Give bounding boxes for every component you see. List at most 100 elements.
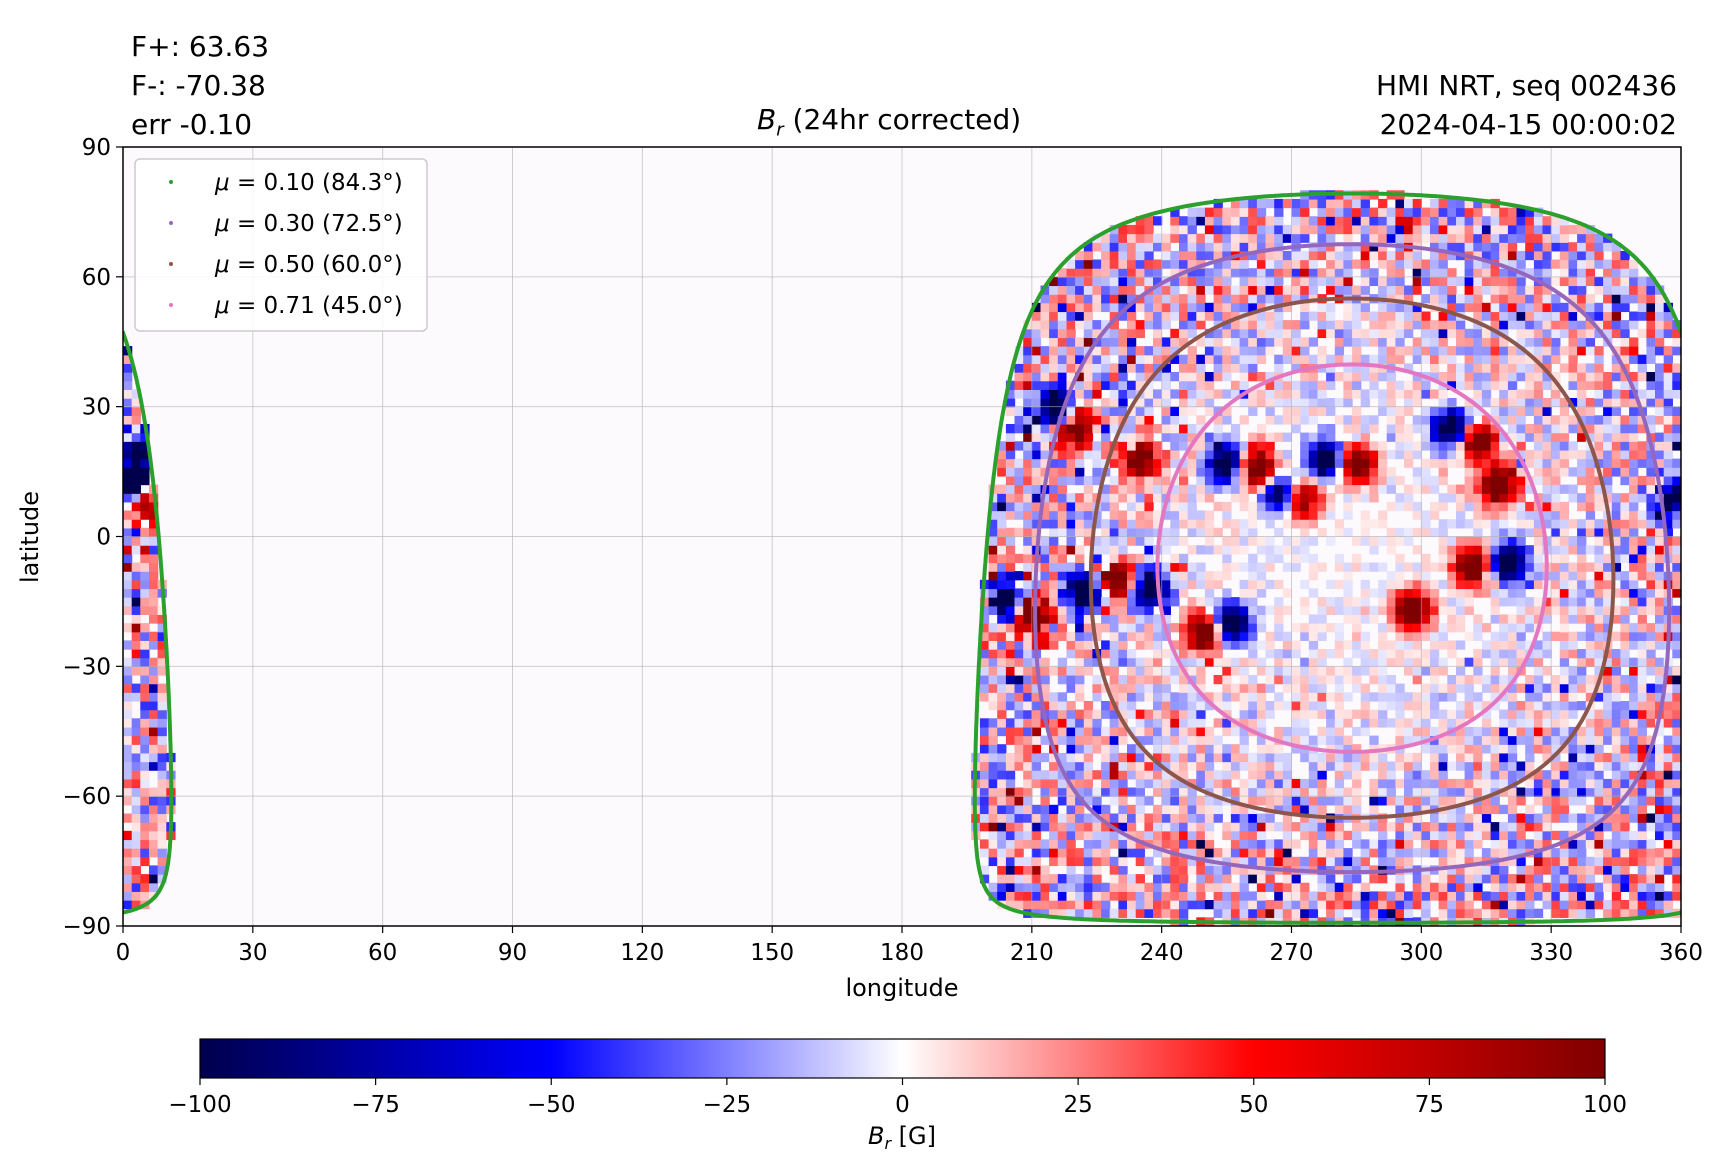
field-cell [1118, 683, 1128, 693]
field-cell [1213, 233, 1223, 243]
field-cell [1075, 302, 1085, 313]
field-cell [1109, 571, 1119, 581]
field-cell [1256, 510, 1267, 520]
field-cell [1490, 354, 1500, 364]
field-cell [1308, 623, 1319, 633]
stat-flux-positive: F+: 63.63 [131, 30, 270, 63]
field-cell [1360, 701, 1370, 711]
field-cell [1438, 631, 1448, 641]
field-cell [1464, 441, 1474, 451]
field-cell [123, 424, 133, 434]
field-cell [1481, 311, 1492, 321]
field-cell [1499, 752, 1509, 763]
field-cell [1317, 683, 1327, 693]
field-cell [1438, 536, 1448, 546]
field-cell [1525, 735, 1535, 745]
field-cell [1222, 588, 1232, 598]
field-cell [1507, 259, 1518, 269]
field-cell [1282, 285, 1293, 295]
field-cell [1360, 856, 1370, 867]
field-cell [1551, 449, 1561, 460]
field-cell [1204, 207, 1215, 217]
field-cell [1473, 233, 1483, 243]
field-cell [1438, 908, 1448, 918]
field-cell [1118, 250, 1128, 261]
field-cell [1222, 761, 1232, 771]
field-cell [1049, 372, 1059, 382]
field-cell [1456, 726, 1466, 737]
field-cell [1230, 614, 1241, 624]
field-cell [1179, 839, 1189, 849]
field-cell [1265, 761, 1275, 771]
field-cell [1430, 276, 1440, 287]
field-cell [1127, 302, 1137, 313]
field-cell [997, 449, 1007, 460]
field-cell [1499, 579, 1509, 590]
field-cell [1109, 813, 1119, 823]
field-cell [1447, 354, 1457, 364]
field-cell [1577, 813, 1587, 823]
field-cell [1014, 415, 1024, 425]
field-cell [1300, 432, 1310, 442]
field-cell [1248, 804, 1258, 815]
field-cell [1291, 294, 1301, 304]
field-cell [1161, 536, 1171, 546]
field-cell [1222, 224, 1232, 235]
field-cell [1014, 830, 1024, 841]
field-cell [1291, 363, 1301, 373]
field-cell [1533, 527, 1544, 538]
field-cell [1395, 657, 1405, 667]
field-cell [1559, 900, 1570, 910]
field-cell [1031, 311, 1042, 321]
field-cell [1421, 631, 1431, 641]
field-cell [1075, 259, 1085, 269]
field-cell [1291, 891, 1301, 901]
field-cell [1334, 216, 1345, 226]
field-cell [1559, 302, 1570, 313]
field-cell [1447, 787, 1457, 797]
field-cell [1075, 675, 1085, 685]
field-cell [1412, 631, 1422, 641]
field-cell [131, 787, 141, 797]
field-cell [1187, 294, 1197, 304]
field-cell [1464, 285, 1474, 295]
field-cell [1343, 207, 1353, 217]
field-cell [1092, 449, 1102, 460]
field-cell [1481, 709, 1492, 719]
field-cell [1049, 346, 1059, 356]
field-cell [1551, 605, 1561, 615]
field-cell [1187, 406, 1197, 416]
field-cell [1343, 709, 1353, 719]
field-cell [1352, 787, 1362, 797]
field-cell [1464, 493, 1474, 503]
field-cell [123, 467, 133, 477]
field-cell [1559, 398, 1570, 408]
field-cell [1153, 778, 1163, 789]
field-cell [1404, 501, 1414, 512]
field-cell [123, 848, 133, 858]
field-cell [1187, 848, 1197, 858]
field-cell [1378, 320, 1388, 330]
field-cell [1135, 692, 1145, 702]
field-cell [1075, 848, 1085, 858]
field-cell [1507, 726, 1518, 737]
field-cell [1404, 657, 1414, 667]
field-cell [1326, 874, 1336, 884]
field-cell [1525, 242, 1535, 252]
field-cell [1291, 510, 1301, 520]
field-cell [1083, 363, 1094, 373]
field-cell [1161, 830, 1171, 841]
field-cell [1256, 250, 1267, 261]
field-cell [1239, 380, 1249, 390]
field-cell [1014, 623, 1024, 633]
field-cell [1499, 501, 1509, 512]
field-cell [1265, 605, 1275, 615]
field-cell [1516, 761, 1526, 771]
field-cell [1083, 493, 1094, 503]
field-cell [1568, 701, 1578, 711]
field-cell [1568, 276, 1578, 287]
field-cell [1014, 467, 1024, 477]
field-cell [1334, 268, 1345, 278]
field-cell [1291, 908, 1301, 918]
field-cell [1230, 268, 1241, 278]
